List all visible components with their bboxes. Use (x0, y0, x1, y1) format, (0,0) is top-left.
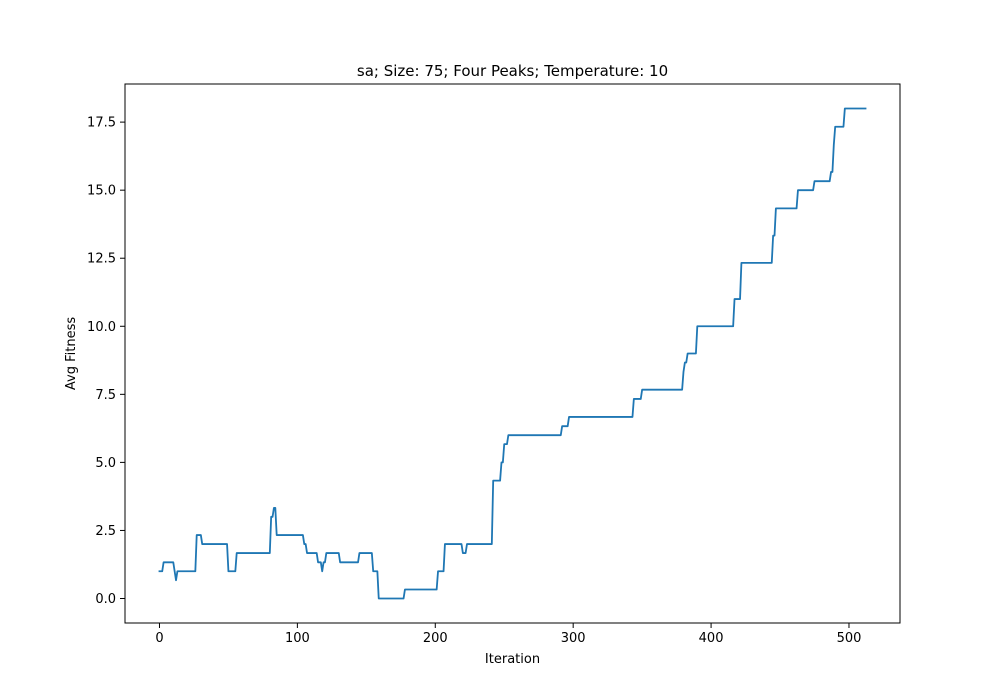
y-tick-label: 15.0 (87, 184, 116, 199)
x-tick-label: 500 (837, 631, 862, 646)
y-axis-label: Avg Fitness (64, 317, 79, 390)
y-tick-label: 12.5 (87, 252, 116, 267)
y-tick-label: 0.0 (95, 592, 116, 607)
plot-area (125, 84, 900, 623)
x-tick-label: 0 (155, 631, 163, 646)
x-axis-ticks: 0 100 200 300 400 500 (155, 623, 861, 646)
series-layer (158, 107, 867, 600)
x-tick-label: 300 (561, 631, 586, 646)
x-tick-label: 400 (699, 631, 724, 646)
x-tick-label: 200 (423, 631, 448, 646)
x-tick-label: 100 (285, 631, 310, 646)
y-tick-label: 17.5 (87, 116, 116, 131)
y-axis-ticks: 0.0 2.5 5.0 7.5 10.0 12.5 15.0 17.5 (87, 116, 125, 607)
y-tick-label: 7.5 (95, 388, 116, 403)
x-axis-label: Iteration (485, 652, 540, 667)
y-tick-label: 10.0 (87, 320, 116, 335)
plot-frame (124, 83, 901, 624)
y-tick-label: 5.0 (95, 456, 116, 471)
chart-title: sa; Size: 75; Four Peaks; Temperature: 1… (357, 62, 668, 80)
fitness-series-line (158, 107, 867, 600)
y-tick-label: 2.5 (95, 524, 116, 539)
